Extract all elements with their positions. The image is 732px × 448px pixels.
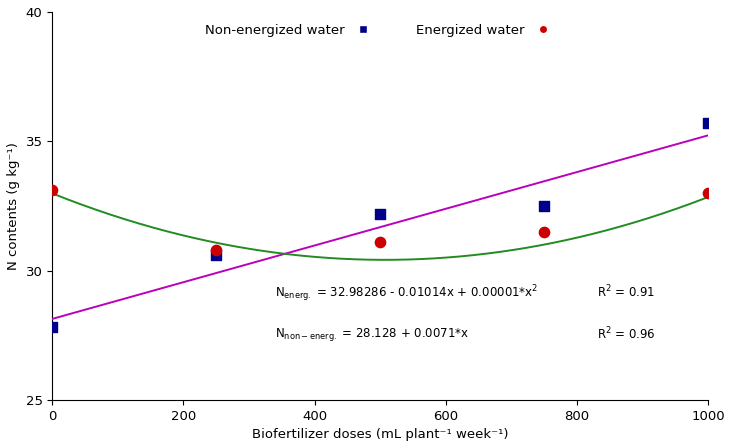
Y-axis label: N contents (g kg⁻¹): N contents (g kg⁻¹) bbox=[7, 142, 20, 270]
Text: N$_{\mathsf{non-energ.}}$ = 28.128 + 0.0071*x: N$_{\mathsf{non-energ.}}$ = 28.128 + 0.0… bbox=[275, 326, 469, 343]
Point bbox=[703, 190, 714, 197]
Legend: Non-energized water, Energized water: Non-energized water, Energized water bbox=[199, 18, 561, 42]
Point bbox=[210, 251, 222, 258]
Point bbox=[703, 120, 714, 127]
Text: N$_{\mathsf{energ.}}$ = 32.98286 - 0.01014x + 0.00001*x$^{2}$: N$_{\mathsf{energ.}}$ = 32.98286 - 0.010… bbox=[275, 284, 539, 304]
Point bbox=[374, 238, 386, 246]
Point bbox=[210, 246, 222, 254]
Point bbox=[538, 228, 550, 235]
Text: R$^{2}$ = 0.91: R$^{2}$ = 0.91 bbox=[597, 284, 655, 300]
Text: R$^{2}$ = 0.96: R$^{2}$ = 0.96 bbox=[597, 326, 655, 343]
Point bbox=[374, 210, 386, 217]
X-axis label: Biofertilizer doses (mL plant⁻¹ week⁻¹): Biofertilizer doses (mL plant⁻¹ week⁻¹) bbox=[252, 428, 509, 441]
Point bbox=[46, 324, 58, 331]
Point bbox=[46, 187, 58, 194]
Point bbox=[538, 202, 550, 210]
